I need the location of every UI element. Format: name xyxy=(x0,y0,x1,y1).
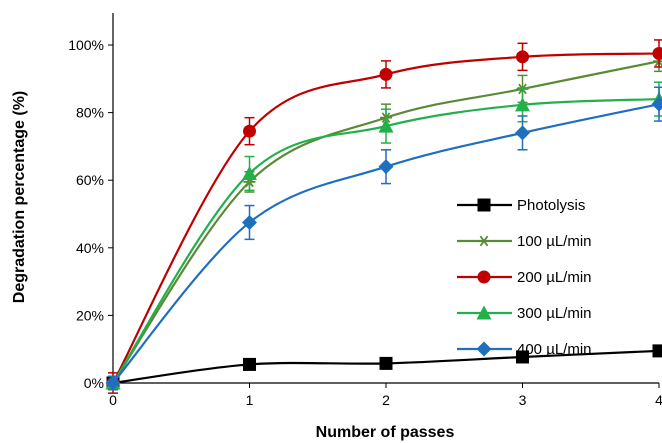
data-point xyxy=(378,118,394,133)
series-layer xyxy=(105,39,662,394)
data-point xyxy=(242,214,257,230)
axes: 0% 20% 40% 60% 80% 100% 0 1 2 3 4 xyxy=(68,13,662,408)
data-point xyxy=(515,97,530,112)
x-tick-label: 4 xyxy=(655,392,662,408)
y-tick-label: 60% xyxy=(76,172,104,188)
data-point xyxy=(651,96,662,112)
data-point xyxy=(652,46,662,60)
series-line xyxy=(112,103,660,384)
y-tick-label: 100% xyxy=(68,37,104,53)
data-point xyxy=(243,124,256,138)
series-line xyxy=(112,52,660,384)
series-line xyxy=(112,60,660,384)
x-axis-title: Number of passes xyxy=(316,424,455,441)
x-tick-label: 0 xyxy=(109,392,117,408)
legend-marker xyxy=(476,341,492,357)
legend-marker xyxy=(477,270,491,284)
data-point xyxy=(516,50,529,64)
y-tick-label: 80% xyxy=(76,105,104,121)
data-point xyxy=(515,125,530,141)
legend-item-3: 300 µL/min xyxy=(457,305,592,322)
y-tick-label: 20% xyxy=(76,307,104,323)
legend-item-0: Photolysis xyxy=(457,197,585,214)
legend-marker xyxy=(476,305,492,320)
data-point xyxy=(379,356,393,370)
y-axis-title: Degradation percentage (%) xyxy=(11,91,28,303)
legend-marker xyxy=(478,235,490,247)
data-point xyxy=(105,375,121,391)
legend-item-2: 200 µL/min xyxy=(457,269,592,286)
legend-item-4: 400 µL/min xyxy=(457,341,592,358)
legend-item-1: 100 µL/min xyxy=(457,233,592,250)
series-4 xyxy=(105,86,662,391)
data-point xyxy=(652,344,662,358)
legend-marker xyxy=(477,198,491,212)
asterisk-stroke xyxy=(479,235,489,247)
data-point xyxy=(243,357,256,371)
x-tick-label: 2 xyxy=(382,392,390,408)
data-point xyxy=(516,350,529,364)
legend-label: 300 µL/min xyxy=(517,305,592,322)
legend-label: Photolysis xyxy=(517,197,585,214)
data-point xyxy=(379,67,393,81)
x-tick-label: 3 xyxy=(519,392,527,408)
data-point xyxy=(378,159,394,175)
legend-label: 100 µL/min xyxy=(517,233,592,250)
y-tick-label: 0% xyxy=(84,375,104,391)
data-point xyxy=(242,165,257,180)
series-line xyxy=(112,97,660,384)
x-tick-label: 1 xyxy=(246,392,254,408)
legend-label: 400 µL/min xyxy=(517,341,592,358)
legend-label: 200 µL/min xyxy=(517,269,592,286)
y-tick-label: 40% xyxy=(76,240,104,256)
legend: Photolysis 100 µL/min 200 µL/min 300 µL/min… xyxy=(457,197,592,358)
